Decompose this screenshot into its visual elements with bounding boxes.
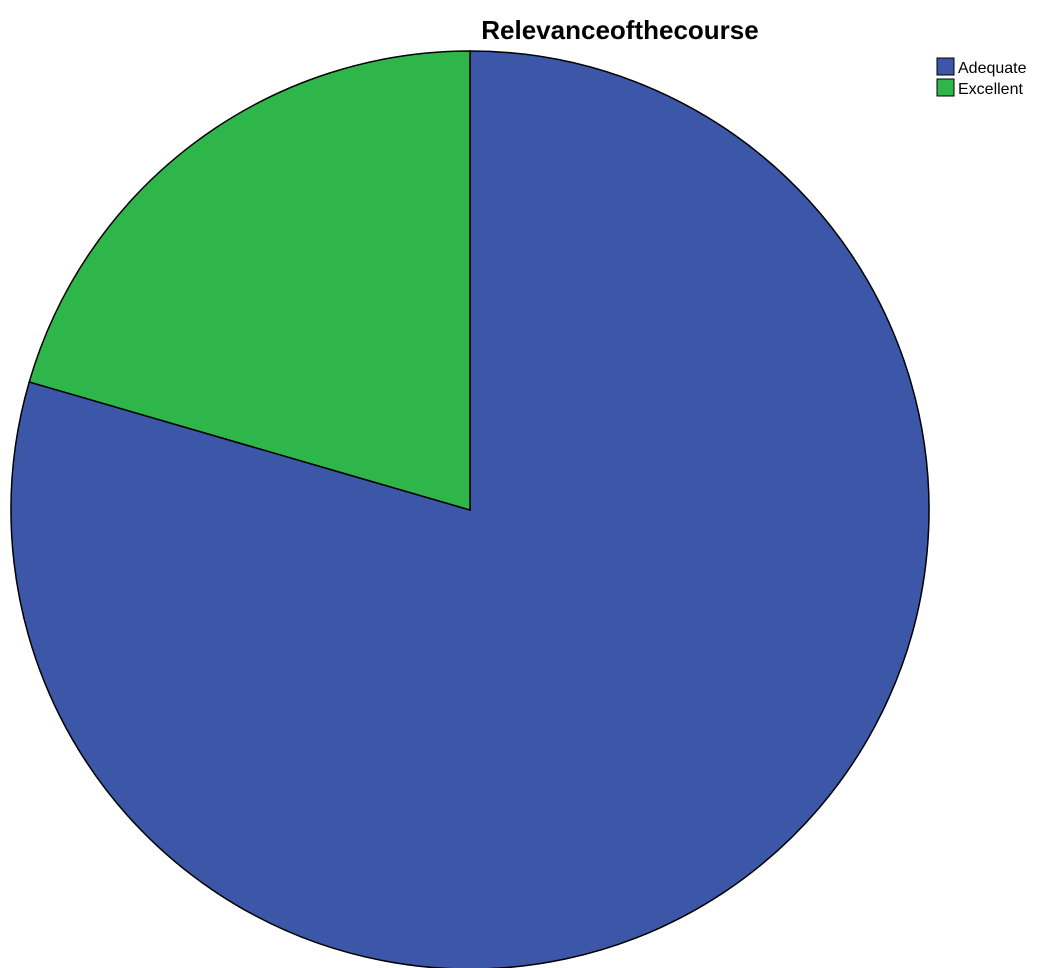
pie-slice-excellent [28,50,471,511]
legend-swatch-excellent [936,78,955,97]
pie-slice-adequate [10,50,930,968]
legend: Adequate Excellent [936,57,1027,98]
legend-swatch-adequate [936,57,955,76]
legend-label-excellent: Excellent [958,81,1023,98]
legend-label-adequate: Adequate [958,60,1027,77]
legend-item-adequate: Adequate [936,57,1027,77]
chart-title: Relevanceofthecourse [481,15,758,45]
pie-slices [10,50,930,968]
legend-item-excellent: Excellent [936,78,1023,98]
